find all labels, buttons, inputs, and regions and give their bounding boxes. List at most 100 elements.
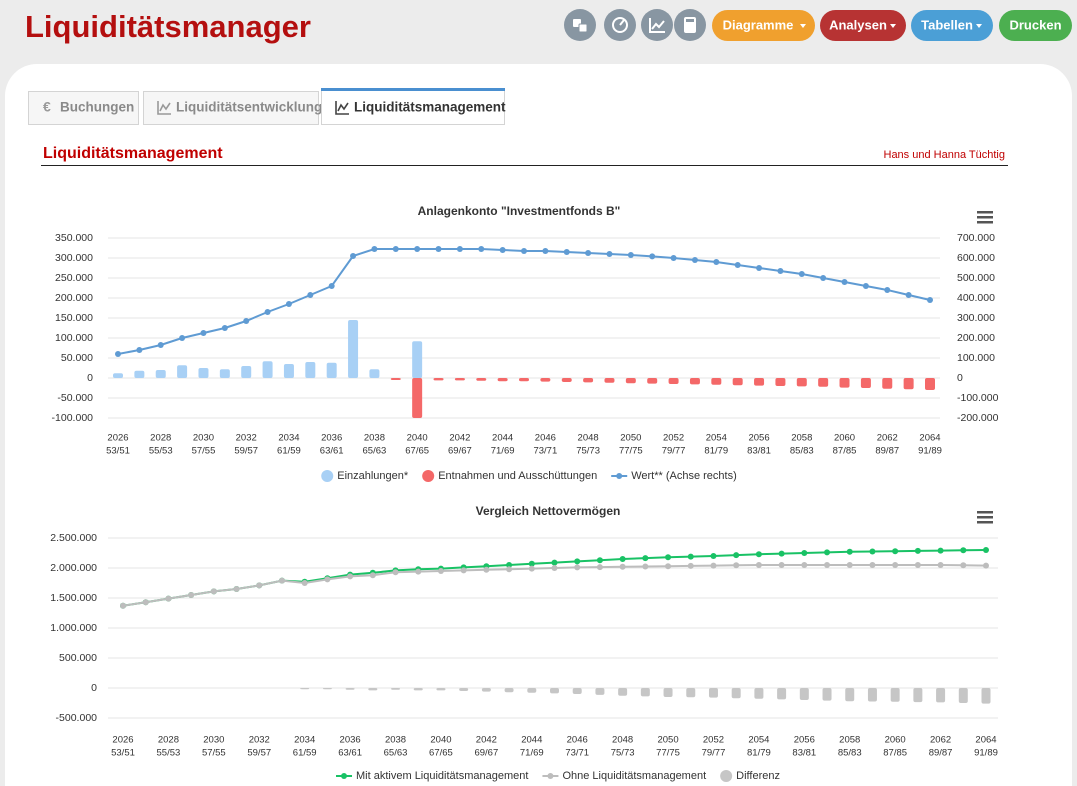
x-tick-sublabel: 53/51 <box>106 446 130 457</box>
tab-icon <box>337 102 349 112</box>
button-label[interactable]: Analysen <box>829 17 887 32</box>
point <box>801 550 808 556</box>
x-tick-sublabel: 85/83 <box>790 446 814 457</box>
icon <box>619 19 625 26</box>
bar <box>436 688 446 691</box>
bar <box>412 341 423 378</box>
button[interactable] <box>911 10 993 41</box>
button[interactable] <box>999 10 1072 41</box>
x-tick-sublabel: 81/79 <box>704 446 728 457</box>
tab[interactable] <box>143 91 319 125</box>
x-tick-label: 2058 <box>791 433 812 444</box>
button[interactable] <box>820 10 906 41</box>
point <box>846 548 853 555</box>
point <box>627 252 634 258</box>
point <box>371 246 378 252</box>
button[interactable] <box>712 10 815 41</box>
x-tick-label: 2048 <box>612 735 633 746</box>
button-label[interactable]: Tabellen <box>921 17 973 32</box>
button-label[interactable]: Diagramme <box>723 17 794 32</box>
x-tick-label: 2044 <box>492 433 513 444</box>
bar <box>867 688 877 702</box>
bar <box>925 378 935 390</box>
point <box>862 283 869 289</box>
x-tick-label: 2052 <box>703 735 724 746</box>
point <box>542 248 549 254</box>
x-tick-label: 2042 <box>449 433 470 444</box>
x-tick-sublabel: 87/85 <box>883 748 907 759</box>
x-tick-label: 2030 <box>203 735 224 746</box>
bar <box>860 378 871 388</box>
tab-label[interactable]: Liquiditätsentwicklung <box>176 100 322 115</box>
point <box>649 253 656 260</box>
point <box>606 251 613 257</box>
y2-tick-label: -100.000 <box>957 392 999 404</box>
y2-tick-label: 100.000 <box>957 352 995 364</box>
bar <box>561 378 572 382</box>
tab-label[interactable]: Liquiditätsmanagement <box>354 100 506 115</box>
x-tick-sublabel: 65/63 <box>363 446 387 457</box>
point <box>798 271 805 277</box>
x-tick-sublabel: 61/59 <box>293 748 317 759</box>
point <box>914 562 921 568</box>
y-tick-label: 0 <box>87 372 93 384</box>
bar <box>283 364 294 378</box>
point <box>210 588 217 595</box>
bar <box>113 373 123 378</box>
menu-bar <box>977 221 993 224</box>
y-tick-label: 2.000.000 <box>50 562 97 574</box>
point <box>221 325 228 331</box>
x-tick-sublabel: 91/89 <box>974 748 998 759</box>
x-tick-label: 2036 <box>321 433 342 444</box>
x-tick-label: 2030 <box>193 433 214 444</box>
tab-icon <box>159 102 171 112</box>
point <box>165 595 172 602</box>
x-tick-sublabel: 67/65 <box>429 748 453 759</box>
point <box>884 287 891 293</box>
x-tick-label: 2056 <box>748 433 769 444</box>
point <box>142 599 149 606</box>
y-tick-label: -100.000 <box>52 412 94 424</box>
x-tick-sublabel: 63/61 <box>338 748 362 759</box>
y-tick-label: 2.500.000 <box>50 532 97 544</box>
tab[interactable] <box>28 91 139 125</box>
point <box>369 572 376 579</box>
client-name: Hans und Hanna Tüchtig <box>884 149 1006 161</box>
x-tick-sublabel: 89/87 <box>929 748 953 759</box>
point <box>435 246 442 252</box>
legend-label: Entnahmen und Ausschüttungen <box>438 470 597 482</box>
bar <box>572 688 582 694</box>
point <box>619 556 626 562</box>
point <box>710 562 717 569</box>
caret <box>800 24 806 28</box>
x-tick-label: 2028 <box>158 735 179 746</box>
point <box>642 555 649 562</box>
bar <box>936 688 946 703</box>
bar <box>618 688 628 696</box>
menu-icon[interactable] <box>977 211 993 224</box>
x-tick-label: 2032 <box>236 433 257 444</box>
point <box>437 568 444 574</box>
point <box>846 562 853 568</box>
bar <box>686 688 696 698</box>
tab-label[interactable]: Buchungen <box>60 100 134 115</box>
bar <box>640 688 650 697</box>
bar <box>903 378 914 390</box>
x-tick-label: 2060 <box>885 735 906 746</box>
bar <box>412 378 423 418</box>
bar <box>711 378 722 385</box>
bar <box>345 688 355 690</box>
legend-marker <box>321 470 334 482</box>
button-label[interactable]: Drucken <box>1009 17 1061 32</box>
y-tick-label: 300.000 <box>55 252 93 264</box>
tab-icon <box>157 101 171 115</box>
menu-icon[interactable] <box>977 511 993 524</box>
app-title: Liquiditätsmanager <box>25 9 311 44</box>
x-tick-sublabel: 79/77 <box>662 446 686 457</box>
point <box>585 250 592 256</box>
point <box>528 560 535 567</box>
x-tick-label: 2038 <box>364 433 385 444</box>
bar <box>369 369 380 378</box>
point <box>960 562 967 569</box>
y2-tick-label: 400.000 <box>957 292 995 304</box>
